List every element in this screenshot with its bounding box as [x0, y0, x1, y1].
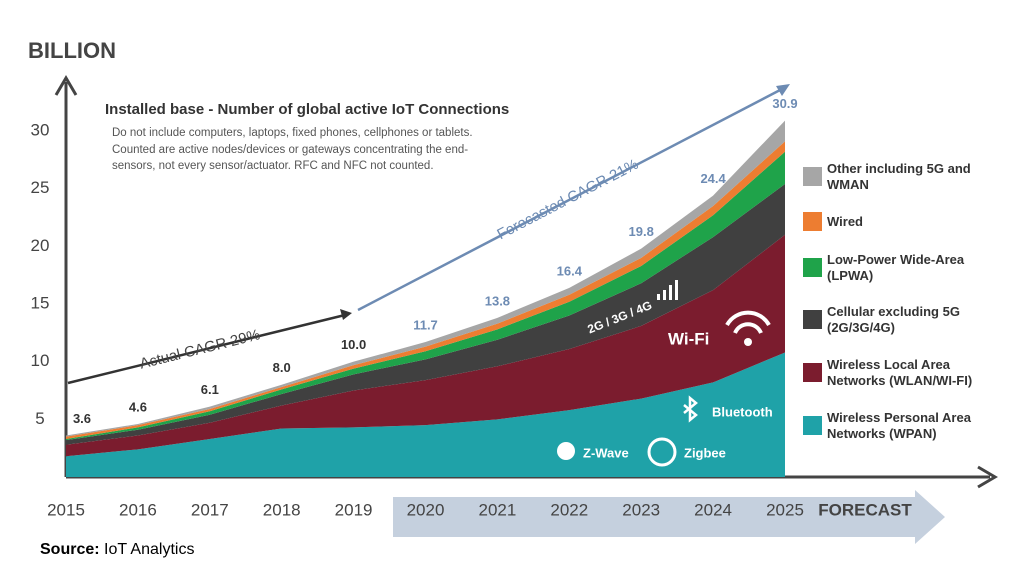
y-tick-label: 10	[31, 351, 50, 370]
note-line: Do not include computers, laptops, fixed…	[112, 127, 473, 139]
total-label: 30.9	[772, 96, 797, 111]
note-line: Counted are active nodes/devices or gate…	[112, 144, 469, 156]
annotation: Wi-Fi	[668, 329, 709, 348]
y-tick-label: 30	[31, 120, 50, 139]
source-label: Source:	[40, 541, 100, 558]
x-tick-label: 2021	[478, 500, 516, 519]
x-tick-label: 2024	[694, 500, 732, 519]
note-line: sensors, not every sensor/actuator. RFC …	[112, 160, 434, 172]
x-tick-label: 2020	[407, 500, 445, 519]
legend-swatch	[803, 212, 822, 231]
annotation: Forecasted CAGR 21%	[494, 156, 641, 243]
y-axis-arrow	[54, 75, 78, 96]
legend-swatch	[803, 363, 822, 382]
area	[66, 352, 785, 477]
legend-label: Low-Power Wide-Area (LPWA)	[827, 252, 965, 283]
x-tick-label: 2025	[766, 500, 804, 519]
total-label: 8.0	[273, 360, 291, 375]
chart-title: Installed base - Number of global active…	[105, 101, 509, 118]
total-label: 11.7	[413, 317, 438, 332]
area	[66, 184, 785, 445]
x-axis-arrow	[977, 465, 998, 489]
forecast-banner	[393, 490, 945, 544]
total-label: 6.1	[201, 382, 219, 397]
annotation: Z-Wave	[583, 445, 629, 460]
source: Source: IoT Analytics	[40, 541, 194, 559]
x-tick-label: 2017	[191, 500, 229, 519]
wifi-icon	[725, 310, 771, 334]
x-tick-label: 2016	[119, 500, 157, 519]
total-label: 10.0	[341, 337, 366, 352]
y-tick-label: 5	[35, 409, 44, 428]
forecast-cagr-arrow	[357, 87, 783, 312]
forecast-label: FORECAST	[818, 500, 912, 519]
annotation: Actual CAGR 29%	[138, 326, 262, 372]
x-tick-label: 2019	[335, 500, 373, 519]
total-label: 19.8	[629, 224, 654, 239]
x-tick-label: 2022	[550, 500, 588, 519]
zigbee-icon	[647, 437, 677, 467]
total-label: 24.4	[700, 171, 726, 186]
legend-swatch	[803, 416, 822, 435]
actual-cagr-arrow	[67, 313, 346, 385]
legend-swatch	[803, 167, 822, 186]
arrow-head	[340, 309, 352, 320]
total-label: 3.6	[73, 411, 91, 426]
area	[66, 234, 785, 457]
y-axis-label: BILLION	[28, 38, 116, 63]
legend-label: Other including 5G and WMAN	[827, 161, 971, 192]
y-tick-label: 20	[31, 236, 50, 255]
annotation: Bluetooth	[712, 404, 773, 419]
legend-swatch	[803, 258, 822, 277]
bluetooth-icon	[683, 395, 698, 423]
signal-icon	[657, 280, 678, 300]
x-tick-label: 2023	[622, 500, 660, 519]
total-label: 13.8	[485, 293, 510, 308]
legend-label: Wireless Personal Area Networks (WPAN)	[827, 410, 971, 441]
legend-label: Cellular excluding 5G (2G/3G/4G)	[827, 304, 960, 335]
legend-label: Wireless Local Area Networks (WLAN/WI-FI…	[827, 357, 973, 388]
total-label: 4.6	[129, 399, 147, 414]
arrow-head	[776, 84, 790, 96]
annotation: Zigbee	[684, 445, 726, 460]
legend-label: Wired	[827, 214, 863, 229]
legend-swatch	[803, 310, 822, 329]
y-tick-label: 15	[31, 293, 50, 312]
source-text: IoT Analytics	[104, 541, 195, 558]
total-label: 16.4	[557, 263, 583, 278]
zwave-icon	[557, 442, 575, 460]
y-tick-label: 25	[31, 178, 50, 197]
x-tick-label: 2018	[263, 500, 301, 519]
wifi-dot	[744, 338, 752, 346]
x-tick-label: 2015	[47, 500, 85, 519]
